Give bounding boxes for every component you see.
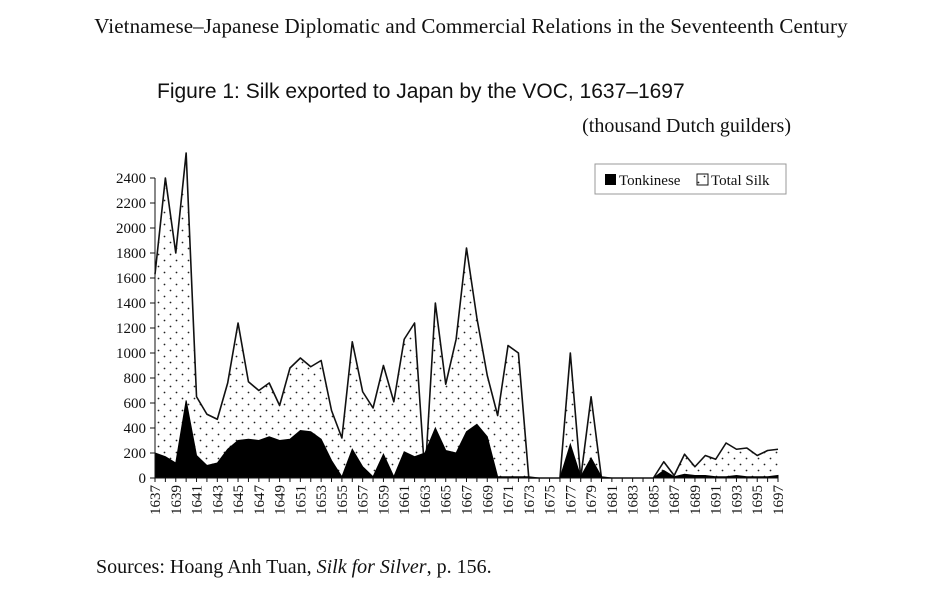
legend-box [594, 163, 787, 195]
y-tick-label-200: 200 [124, 446, 147, 462]
x-tick-label-1647: 1647 [252, 485, 268, 516]
x-tick-label-1653: 1653 [314, 485, 330, 515]
y-tick-label-800: 800 [124, 371, 147, 387]
legend-swatch-tonkinese [605, 174, 616, 185]
x-tick-label-1651: 1651 [293, 485, 309, 515]
running-head: Vietnamese–Japanese Diplomatic and Comme… [94, 14, 848, 38]
legend-label-total-silk: Total Silk [711, 173, 770, 189]
y-tick-label-400: 400 [124, 421, 147, 437]
y-tick-label-2200: 2200 [116, 196, 146, 212]
x-tick-label-1669: 1669 [480, 485, 496, 515]
x-tick-label-1679: 1679 [584, 485, 600, 515]
y-tick-label-1000: 1000 [116, 346, 146, 362]
legend-swatch-total-silk [696, 173, 709, 186]
x-tick-label-1661: 1661 [397, 485, 413, 515]
x-tick-label-1691: 1691 [709, 485, 725, 515]
series-tonkinese-area [154, 400, 779, 479]
x-tick-label-1693: 1693 [729, 485, 745, 515]
x-tick-label-1663: 1663 [418, 485, 434, 515]
y-tick-label-2400: 2400 [116, 171, 146, 187]
source-prefix: Sources: Hoang Anh Tuan, [96, 556, 317, 578]
source-note: Sources: Hoang Anh Tuan, Silk for Silver… [96, 556, 492, 579]
x-tick-label-1649: 1649 [273, 485, 289, 515]
figure-title: Figure 1: Silk exported to Japan by the … [157, 80, 685, 103]
x-tick-label-1685: 1685 [646, 485, 662, 515]
x-tick-label-1689: 1689 [688, 485, 704, 515]
x-tick-label-1667: 1667 [460, 485, 476, 516]
x-tick-label-1675: 1675 [543, 485, 559, 515]
x-tick-label-1641: 1641 [190, 485, 206, 515]
x-tick-label-1643: 1643 [210, 485, 226, 515]
x-tick-label-1671: 1671 [501, 485, 517, 515]
x-tick-label-1673: 1673 [522, 485, 538, 515]
source-suffix: , p. 156. [426, 556, 492, 578]
y-tick-label-1200: 1200 [116, 321, 146, 337]
y-tick-label-1800: 1800 [116, 246, 146, 262]
x-tick-label-1687: 1687 [667, 485, 683, 516]
x-tick-label-1697: 1697 [771, 485, 787, 516]
y-tick-label-2000: 2000 [116, 221, 146, 237]
y-tick-label-0: 0 [139, 471, 147, 487]
legend: Tonkinese Total Silk [594, 163, 787, 195]
x-tick-label-1681: 1681 [605, 485, 621, 515]
y-tick-label-600: 600 [124, 396, 147, 412]
x-tick-label-1659: 1659 [376, 485, 392, 515]
x-tick-label-1657: 1657 [356, 485, 372, 516]
y-tick-label-1600: 1600 [116, 271, 146, 287]
x-tick-label-1639: 1639 [169, 485, 185, 515]
figure-units: (thousand Dutch guilders) [582, 115, 791, 137]
x-tick-label-1683: 1683 [626, 485, 642, 515]
y-tick-label-1400: 1400 [116, 296, 146, 312]
x-tick-label-1637: 1637 [148, 485, 164, 516]
series-total-silk-area [155, 153, 778, 478]
series-total-silk-line [154, 152, 779, 479]
source-book-title: Silk for Silver [316, 556, 427, 578]
x-tick-label-1665: 1665 [439, 485, 455, 515]
x-tick-label-1645: 1645 [231, 485, 247, 515]
x-tick-label-1695: 1695 [750, 485, 766, 515]
x-tick-label-1677: 1677 [563, 485, 579, 516]
x-tick-label-1655: 1655 [335, 485, 351, 515]
legend-label-tonkinese: Tonkinese [619, 173, 681, 189]
